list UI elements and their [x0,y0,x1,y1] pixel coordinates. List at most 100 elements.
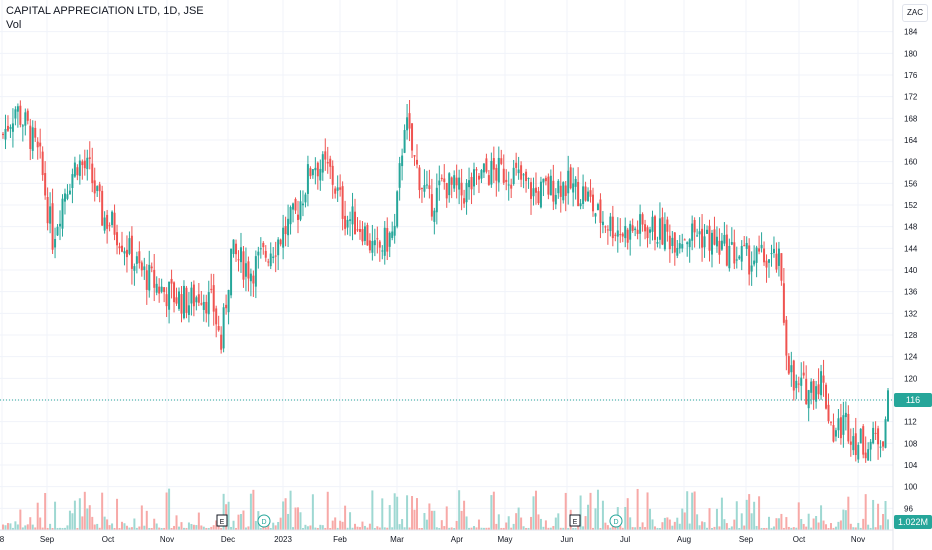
volume-bar [634,527,637,530]
candle-body [438,180,441,186]
candle-body [872,427,875,444]
candle-body [619,234,622,236]
candle-body [418,167,421,191]
volume-bar [34,527,37,530]
candle-body [103,217,106,231]
volume-bar [815,516,818,530]
candle-body [639,214,642,234]
candle-body [569,167,572,189]
volume-bar [676,517,679,530]
candle-body [182,285,185,319]
candle-body [616,230,619,237]
candle-body [596,204,599,211]
time-tick-label: Aug [677,535,691,544]
price-tick-label: 100 [904,483,918,492]
candle-body [775,253,778,270]
candle-body [577,181,580,207]
volume-bar [663,517,666,530]
volume-bar [857,522,860,530]
volume-bar [153,518,156,530]
volume-bar [354,523,357,530]
candle-body [19,105,22,125]
candle-body [544,177,547,182]
candle-body [820,371,823,396]
candle-body [31,127,34,151]
earnings-marker[interactable] [569,514,581,527]
candle-body [844,412,847,418]
volume-bar [91,516,94,530]
candle-body [445,183,448,199]
candle-body [36,141,39,148]
earnings-marker[interactable] [216,514,228,527]
volume-bar [544,520,547,530]
time-tick-label: Oct [102,535,115,544]
candle-body [641,214,644,225]
volume-bar [185,527,188,530]
dividend-marker[interactable] [609,514,623,528]
volume-bar [21,527,24,530]
volume-bar [309,525,312,530]
volume-bar [316,527,319,530]
volume-bar [497,514,500,530]
time-tick-label: Apr [451,535,464,544]
candle-body [230,248,233,296]
volume-bar [16,524,19,530]
event-label: D [261,519,266,526]
volume-bar [718,526,721,530]
candle-body [336,187,339,191]
volume-bar [706,527,709,530]
volume-bar [473,526,476,530]
candle-body [601,221,604,225]
volume-bar [418,527,421,530]
candle-body [790,365,793,373]
volume-bar [289,490,292,530]
candle-body [549,175,552,196]
volume-bar [31,524,34,530]
volume-bar [443,526,446,530]
candle-body [738,256,741,259]
volume-bar [867,524,870,530]
volume-bar [599,528,602,530]
candle-body [629,223,632,240]
volume-bar [827,527,830,530]
volume-bar [777,518,780,530]
volume-bar [135,527,138,530]
currency-button[interactable]: ZAC [902,4,928,22]
candle-body [792,360,795,391]
candle-body [587,191,590,202]
price-tick-label: 148 [904,223,918,232]
volume-bar [572,528,575,530]
candle-body [341,186,344,219]
candle-body [750,265,753,272]
volume-bar [710,527,713,530]
candle-body [373,240,376,246]
dividend-marker[interactable] [257,514,271,528]
volume-bar [455,520,458,530]
candle-body [111,211,114,225]
volume-bar [485,527,488,530]
volume-bar [386,527,389,530]
event-label: E [220,519,225,526]
volume-bar [314,527,317,530]
candle-body [108,225,111,227]
volume-bar [691,492,694,530]
volume-bar [46,527,49,530]
candle-body [482,163,485,173]
volume-bar [182,527,185,530]
volume-bars [2,488,889,530]
candle-body [557,180,560,194]
candle-body [701,228,704,248]
volume-bar [696,514,699,530]
candle-body [532,188,535,197]
event-label: D [613,519,618,526]
price-candles [2,100,889,463]
candle-body [661,217,664,245]
candle-body [190,287,193,304]
volume-bar [83,491,86,530]
candle-body [339,187,342,190]
volume-bar [837,521,840,530]
price-tick-label: 112 [904,418,917,427]
price-tick-label: 156 [904,179,918,188]
candle-body [748,245,751,275]
